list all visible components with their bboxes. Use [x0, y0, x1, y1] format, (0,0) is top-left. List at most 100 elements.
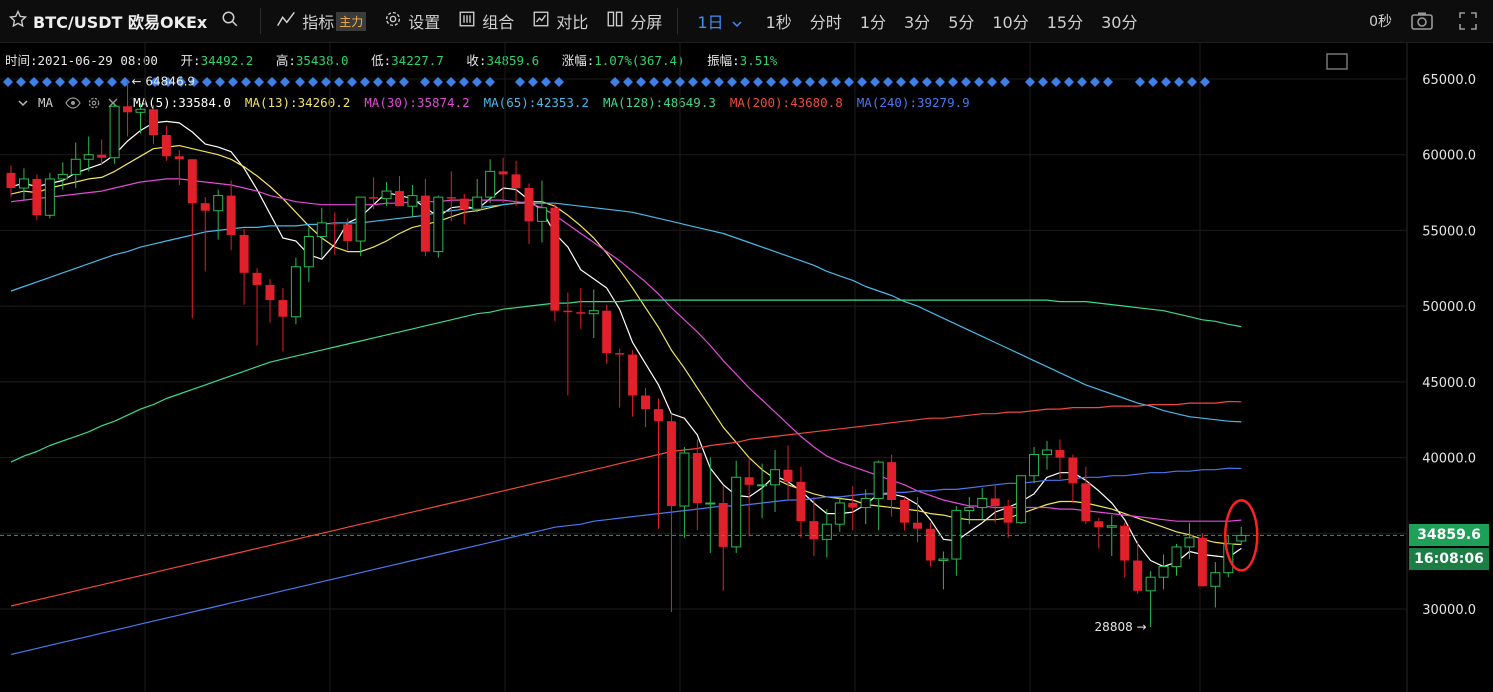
candle — [265, 278, 275, 323]
ma30-label: MA(30):35874.2 — [364, 95, 470, 110]
event-diamond — [399, 77, 409, 87]
camera-icon[interactable] — [1401, 0, 1449, 42]
candle-body — [213, 195, 224, 212]
period-5m[interactable]: 5分 — [948, 13, 975, 32]
candle — [1184, 522, 1195, 560]
candle — [925, 522, 935, 567]
toolbar-divider — [260, 8, 262, 34]
candle-body — [1003, 506, 1013, 523]
candle — [1120, 522, 1130, 578]
candle-body — [290, 266, 301, 318]
settings-small-icon[interactable] — [87, 96, 101, 110]
candle-body — [550, 207, 560, 311]
candles — [6, 81, 1247, 628]
event-diamond — [727, 77, 737, 87]
compare-button[interactable]: 对比 — [523, 0, 597, 42]
split-screen-icon — [606, 10, 630, 32]
candle — [602, 304, 612, 364]
time-label: 时间: — [5, 53, 38, 68]
candle-body — [977, 497, 988, 509]
refresh-timer[interactable]: 0秒 — [1369, 14, 1392, 30]
candle — [563, 292, 573, 396]
candle-body — [252, 272, 262, 285]
candle-body — [821, 523, 832, 540]
event-diamond — [740, 77, 750, 87]
candle — [744, 457, 754, 537]
candle — [900, 496, 910, 531]
event-diamond — [94, 77, 104, 87]
candle-body — [524, 188, 534, 222]
event-diamond — [714, 77, 724, 87]
event-diamond — [254, 77, 264, 87]
candle — [964, 496, 975, 525]
event-diamond — [1038, 77, 1048, 87]
period-timeshare[interactable]: 分时 — [809, 13, 842, 32]
period-1m[interactable]: 1分 — [859, 13, 886, 32]
candle — [757, 463, 768, 519]
event-diamond — [16, 77, 26, 87]
candle — [109, 103, 120, 164]
candlestick-chart[interactable]: ← 64846.9 28808 → 65000.0 60000.0 55000.0 50… — [0, 43, 1493, 692]
candle-body — [109, 105, 120, 159]
candle — [316, 207, 327, 258]
split-screen-button[interactable]: 分屏 — [597, 0, 671, 42]
candle-body — [161, 135, 171, 157]
settings-button[interactable]: 设置 — [375, 0, 449, 42]
candle — [485, 159, 496, 204]
event-diamond — [974, 77, 984, 87]
candle-body — [964, 507, 975, 512]
period-3m[interactable]: 3分 — [904, 13, 931, 32]
event-diamond — [541, 77, 551, 87]
candle-body — [1081, 483, 1091, 522]
candle — [1106, 515, 1117, 556]
event-diamond — [485, 77, 495, 87]
event-diamond — [1064, 77, 1074, 87]
period-10m[interactable]: 10分 — [992, 13, 1029, 32]
candle-body — [1016, 475, 1027, 524]
period-1d[interactable]: 1日 — [688, 9, 756, 33]
star-icon[interactable] — [8, 9, 33, 32]
period-30m[interactable]: 30分 — [1101, 13, 1138, 32]
candle — [239, 228, 249, 305]
candle-body — [757, 484, 768, 487]
candle — [809, 496, 819, 556]
candle — [395, 175, 404, 207]
event-diamond — [688, 77, 698, 87]
candle-body — [485, 170, 496, 198]
fullscreen-icon[interactable] — [1449, 0, 1493, 42]
period-1s[interactable]: 1秒 — [765, 13, 792, 32]
countdown-tag: 16:08:06 — [1409, 548, 1489, 571]
candle — [303, 227, 314, 282]
indicator-button[interactable]: 指标 主力 — [267, 0, 375, 42]
candle-body — [70, 158, 81, 175]
candle — [834, 496, 845, 532]
search-icon[interactable] — [221, 10, 245, 32]
candle-body — [1171, 546, 1182, 568]
y-tick-label: 60000.0 — [1422, 149, 1476, 164]
combo-button[interactable]: 组合 — [449, 0, 523, 42]
event-diamond — [515, 77, 525, 87]
event-diamond — [280, 77, 290, 87]
candle — [524, 183, 534, 245]
candle-body — [809, 521, 819, 540]
candle-body — [187, 159, 197, 204]
candle — [174, 150, 184, 185]
candle — [654, 398, 663, 529]
candle-body — [1184, 537, 1195, 548]
candle — [873, 460, 884, 531]
candle — [1210, 562, 1221, 608]
event-diamond — [386, 77, 396, 87]
eye-icon[interactable] — [65, 96, 81, 109]
candle-body — [1133, 560, 1143, 591]
candle-body — [303, 235, 314, 268]
symbol-selector[interactable]: BTC/USDT 欧易OKEx — [0, 0, 254, 42]
event-diamond — [360, 77, 370, 87]
candle-body — [705, 502, 716, 505]
close-icon[interactable] — [107, 97, 119, 109]
collapse-chevron-icon[interactable] — [18, 99, 28, 107]
candle — [705, 457, 716, 553]
period-15m[interactable]: 15分 — [1046, 13, 1084, 32]
candle-body — [1106, 525, 1117, 528]
candle-body — [990, 498, 1000, 507]
candle — [330, 212, 340, 255]
